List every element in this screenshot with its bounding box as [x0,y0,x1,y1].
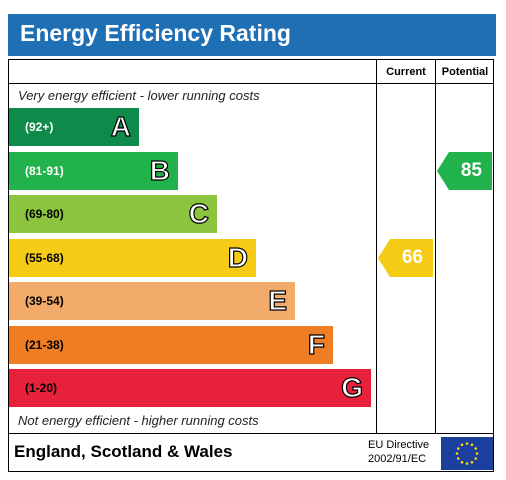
divider-current [376,59,377,433]
band-f: (21-38) F [9,326,333,364]
band-b: (81-91) B [9,152,178,190]
band-d: (55-68) D [9,239,256,277]
title-bar: Energy Efficiency Rating [8,14,496,56]
eu-star [460,443,464,447]
band-a: (92+) A [9,108,139,146]
bottom-caption: Not energy efficient - higher running co… [18,413,259,428]
potential-rating-arrow: 85 [437,152,492,190]
current-column-header: Current [386,66,426,78]
current-rating-value: 66 [401,247,423,268]
band-range-label: (69-80) [25,207,64,221]
eu-flag-stars [455,442,479,465]
eu-star [470,460,474,464]
header-divider [8,83,494,84]
eu-star [455,452,459,455]
eu-star [460,460,464,464]
band-range-label: (81-91) [25,164,64,178]
eu-star [474,447,477,450]
band-range-label: (21-38) [25,338,64,352]
eu-directive-line1: EU Directive [368,439,430,451]
eu-star [474,457,477,460]
eu-flag-icon [441,437,493,470]
band-c: (69-80) C [9,195,217,233]
band-letter: B [149,154,170,186]
rating-frame [8,59,494,472]
eu-directive: EU Directive 2002/91/EC [368,438,429,466]
eu-star [465,442,469,445]
band-range-label: (1-20) [25,381,58,395]
potential-column-header: Potential [441,66,489,78]
eu-star [475,452,479,455]
footer-divider [8,433,494,434]
band-letter: E [268,284,288,316]
current-rating-arrow: 66 [378,239,433,277]
band-range-label: (55-68) [25,251,64,265]
band-letter: F [307,328,325,360]
band-letter: D [227,241,248,273]
band-letter: A [110,110,131,142]
band-letter: C [188,197,209,229]
eu-star [457,457,460,460]
top-caption: Very energy efficient - lower running co… [18,88,260,103]
eu-directive-line2: 2002/91/EC [368,453,427,465]
eu-star [457,447,460,450]
band-range-label: (39-54) [25,294,64,308]
potential-rating-value: 85 [460,160,482,181]
band-e: (39-54) E [9,282,295,320]
region-label: England, Scotland & Wales [14,442,233,461]
band-g: (1-20) G [9,369,371,407]
band-letter: G [341,371,364,403]
divider-potential [435,59,436,433]
band-range-label: (92+) [25,120,54,134]
eu-star [465,462,469,465]
eu-star [470,443,474,447]
chart-title: Energy Efficiency Rating [20,20,291,46]
